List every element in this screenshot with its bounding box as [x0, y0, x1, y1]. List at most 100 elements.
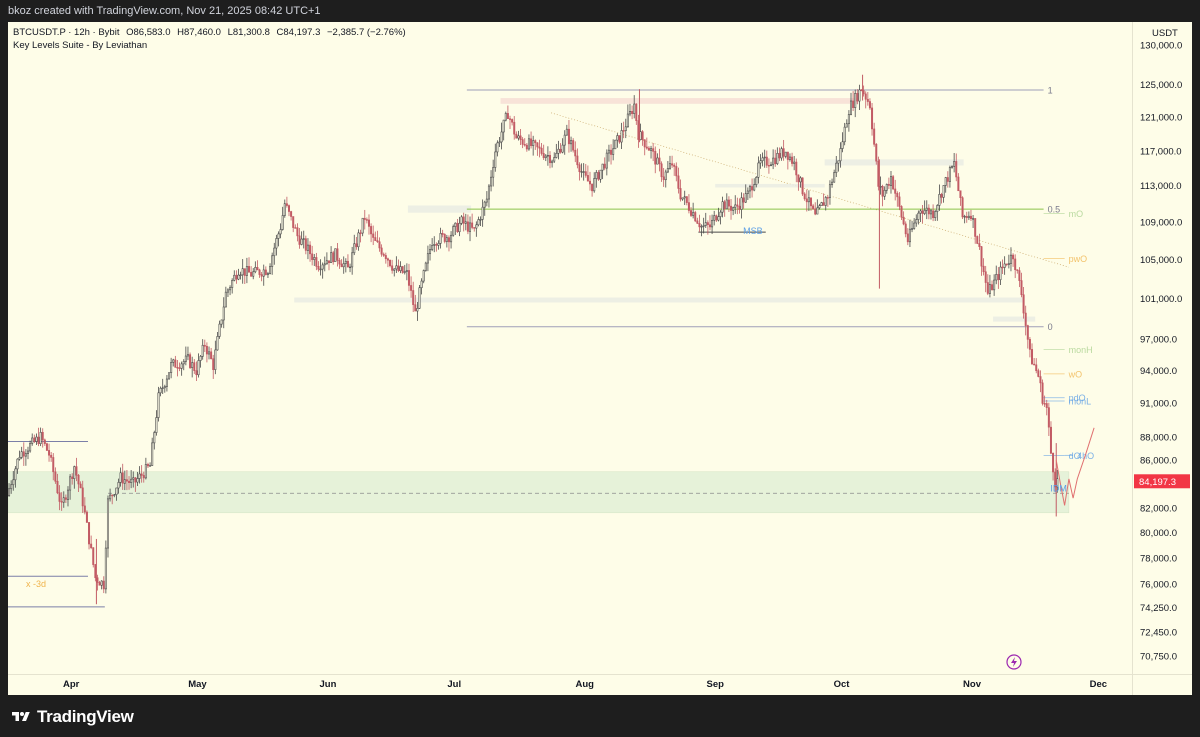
- y-tick-label: 94,000.0: [1140, 366, 1177, 377]
- candle-body: [1028, 339, 1031, 350]
- candle-body: [567, 128, 570, 145]
- y-tick-label: 109,000.0: [1140, 217, 1182, 228]
- candle-body: [494, 151, 497, 168]
- candle-body: [883, 189, 886, 197]
- candle-body: [588, 180, 591, 185]
- candle-body: [862, 90, 865, 95]
- candle-body: [302, 238, 305, 240]
- candle-body: [58, 492, 61, 502]
- candle-body: [334, 248, 337, 263]
- candle-body: [81, 487, 84, 507]
- candle-body: [397, 265, 400, 271]
- candle-body: [721, 201, 724, 213]
- candle-body: [1045, 403, 1048, 408]
- candle-body: [325, 260, 328, 265]
- candle-body: [405, 270, 408, 272]
- candle-body: [266, 273, 269, 275]
- candle-body: [1047, 407, 1050, 428]
- candle-body: [791, 156, 794, 164]
- level-band: [407, 205, 472, 213]
- y-tick-label: 88,000.0: [1140, 432, 1177, 443]
- candle-body: [407, 270, 410, 286]
- indicator-label[interactable]: Key Levels Suite - By Leviathan: [13, 40, 148, 51]
- candle-body: [389, 259, 392, 267]
- candle-body: [515, 133, 518, 139]
- y-tick-label: 101,000.0: [1140, 294, 1182, 305]
- candle-body: [412, 290, 415, 306]
- candle-body: [1022, 294, 1025, 314]
- candle-body: [1041, 382, 1044, 404]
- candle-body: [963, 215, 966, 218]
- footer-bar: TradingView: [0, 695, 1200, 737]
- y-tick-label: 113,000.0: [1140, 181, 1182, 192]
- candle-body: [363, 217, 366, 220]
- y-tick-label: 80,000.0: [1140, 528, 1177, 539]
- candle-body: [736, 204, 739, 207]
- candle-body: [810, 197, 813, 207]
- candle-body: [157, 392, 160, 418]
- candle-body: [186, 354, 189, 357]
- candle-body: [633, 103, 636, 114]
- candle-body: [315, 257, 318, 267]
- candle-body: [974, 218, 977, 237]
- tradingview-brand: TradingView: [37, 707, 134, 726]
- candle-body: [513, 121, 516, 135]
- level-band: [500, 98, 859, 104]
- candle-body: [119, 472, 122, 483]
- candle-body: [607, 149, 610, 154]
- lightning-icon[interactable]: [1006, 654, 1022, 670]
- price-axis-border: [1132, 22, 1133, 695]
- y-tick-label: 117,000.0: [1140, 146, 1182, 157]
- candle-body: [123, 479, 126, 484]
- candle-body: [1037, 370, 1040, 377]
- candle-body: [521, 139, 524, 145]
- candle-body: [336, 248, 339, 261]
- candle-body: [382, 253, 385, 256]
- candle-body: [85, 511, 88, 523]
- x-tick-label: Sep: [707, 679, 725, 690]
- candle-body: [523, 144, 526, 146]
- price-chart[interactable]: USDT10.50mOpwOmonHwOpdOmonLdO4hOMSBIDMx …: [8, 22, 1192, 695]
- candle-body: [125, 479, 128, 482]
- caption-text: bkoz created with TradingView.com, Nov 2…: [8, 5, 321, 17]
- chart-frame[interactable]: USDT 1 0.5 0 mO pwO monH wO pdO monL dO 4hO MSB IDM x …: [8, 22, 1192, 695]
- candle-body: [955, 161, 958, 178]
- candle-body: [83, 505, 86, 513]
- candle-body: [10, 484, 13, 490]
- candle-body: [456, 222, 459, 233]
- candle-body: [349, 266, 352, 269]
- candle-body: [1039, 376, 1042, 384]
- candle-body: [416, 308, 419, 312]
- candle-body: [64, 497, 67, 500]
- tradingview-logo[interactable]: TradingView: [10, 707, 134, 727]
- candle-body: [662, 176, 665, 181]
- candle-body: [24, 453, 27, 457]
- candle-body: [551, 160, 554, 164]
- symbol-label[interactable]: BTCUSDT.P · 12h · Bybit: [13, 27, 120, 38]
- candle-body: [41, 431, 44, 441]
- candle-body: [1033, 363, 1036, 366]
- candle-body: [109, 494, 112, 500]
- candle-body: [687, 202, 690, 211]
- candle-body: [283, 203, 286, 216]
- candle-body: [544, 155, 547, 159]
- candle-body: [866, 98, 869, 102]
- candle-body: [262, 269, 265, 277]
- time-axis-border: [8, 674, 1192, 675]
- candle-body: [220, 319, 223, 325]
- candle-body: [431, 245, 434, 250]
- candle-body: [260, 274, 263, 277]
- candle-body: [418, 287, 421, 309]
- y-tick-label: 130,000.0: [1140, 40, 1182, 51]
- candle-body: [77, 474, 80, 485]
- candle-body: [144, 464, 147, 479]
- candle-body: [483, 201, 486, 208]
- candle-body: [205, 345, 208, 355]
- candle-body: [748, 186, 751, 192]
- change-value: −2,385.7 (−2.76%): [327, 27, 406, 38]
- candle-body: [229, 287, 232, 291]
- candle-body: [22, 451, 25, 457]
- candle-body: [20, 451, 23, 458]
- candle-body: [765, 156, 768, 166]
- candle-body: [915, 219, 918, 224]
